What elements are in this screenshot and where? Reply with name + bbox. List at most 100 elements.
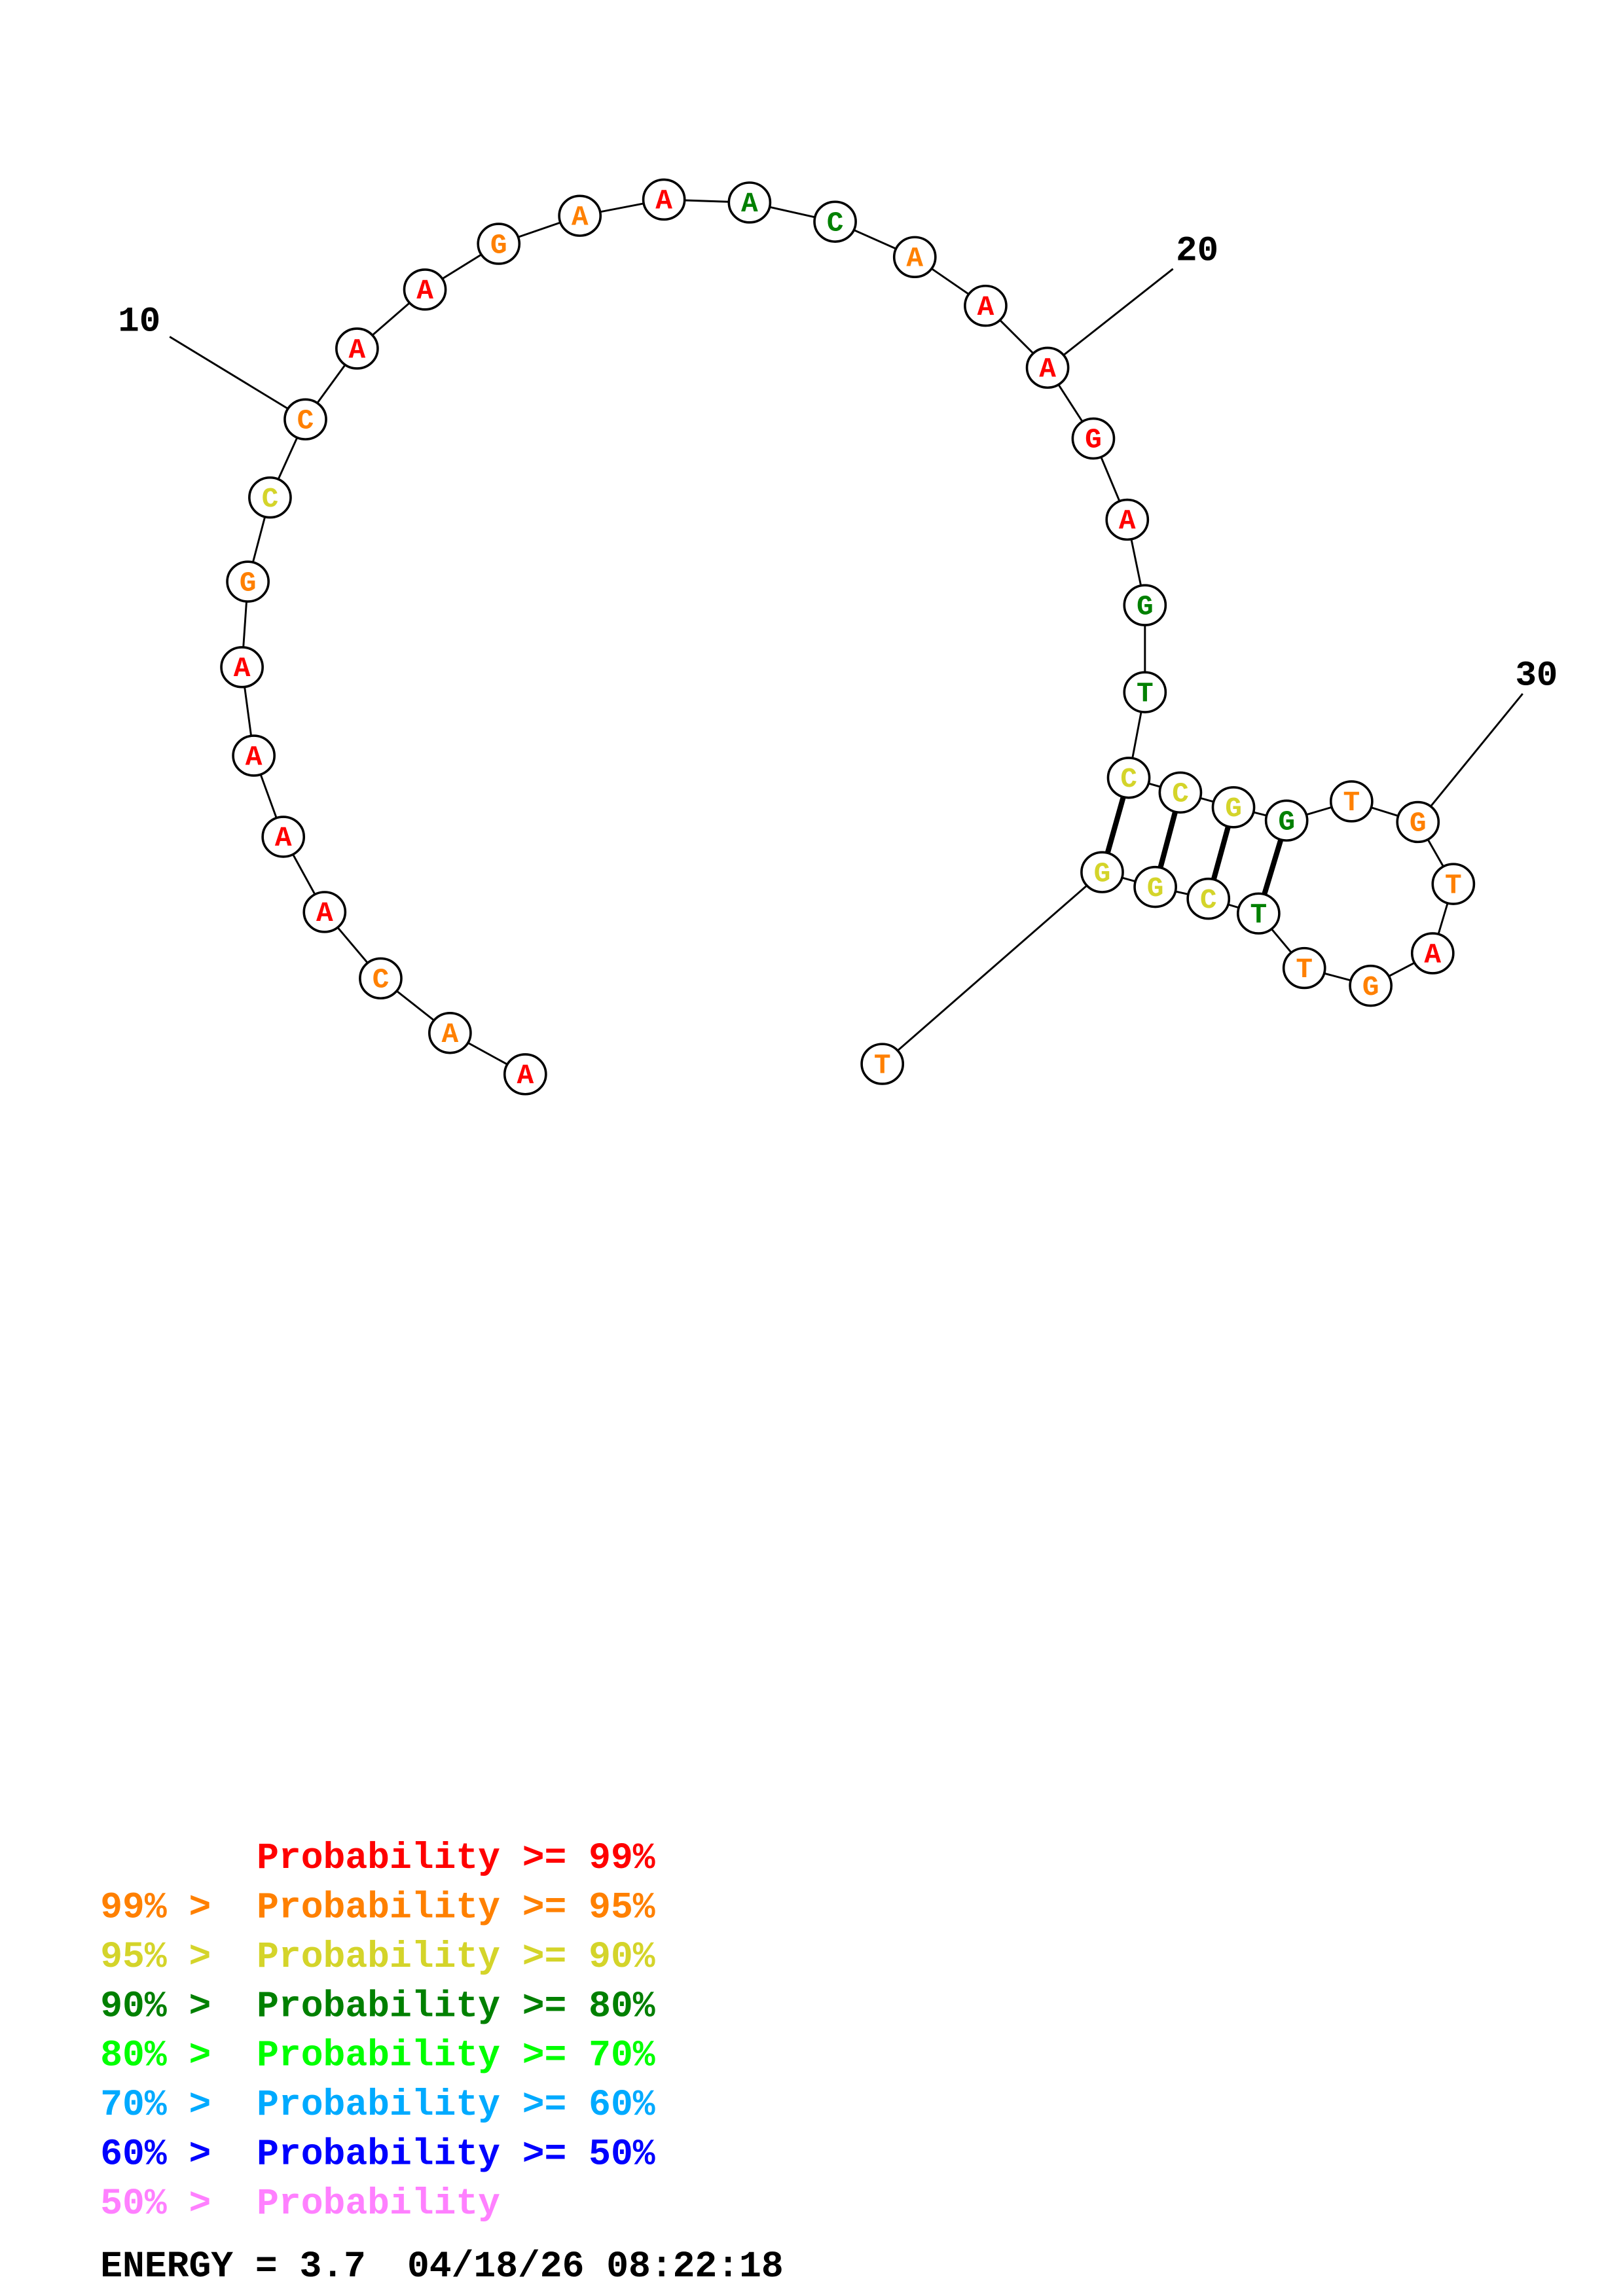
nucleotide-letter: C xyxy=(262,483,279,515)
nucleotide: A xyxy=(503,1053,547,1096)
nucleotide-letter: A xyxy=(572,201,589,233)
position-label: 30 xyxy=(1515,656,1558,696)
position-labels: 10 20 30 xyxy=(118,231,1558,823)
nucleotide-letter: G xyxy=(240,567,257,599)
nucleotide: G xyxy=(1133,865,1177,908)
legend-entry: 99% > Probability >= 95% xyxy=(100,1886,655,1928)
nucleotide: A xyxy=(232,734,276,777)
nucleotide-circle xyxy=(261,816,306,858)
nucleotide: G xyxy=(1080,851,1124,893)
nucleotide: A xyxy=(403,268,447,311)
nucleotide-circle xyxy=(1133,865,1177,908)
nucleotide: A xyxy=(1105,498,1150,541)
legend-prefix: 99% > xyxy=(100,1886,233,1928)
legend-entry: 50% > Probability xyxy=(100,2183,500,2225)
nucleotide-letter: A xyxy=(1119,505,1136,537)
nucleotide: C xyxy=(1106,757,1151,799)
timestamp: 04/18/26 08:22:18 xyxy=(407,2246,784,2287)
legend-text: Probability >= 60% xyxy=(257,2084,655,2126)
nucleotide: A xyxy=(428,1011,472,1054)
nucleotide-letter: T xyxy=(874,1049,891,1081)
nucleotide-letter: T xyxy=(1137,677,1154,709)
nucleotide-circle xyxy=(860,1043,905,1085)
nucleotide-letter: G xyxy=(1362,971,1379,1003)
nucleotide: T xyxy=(860,1043,905,1085)
nucleotide: C xyxy=(1158,771,1203,814)
nucleotide-letter: C xyxy=(1200,884,1217,916)
nucleotide-letter: G xyxy=(1410,808,1427,840)
backbone xyxy=(241,198,1455,1075)
nucleotide-circle xyxy=(1236,892,1281,935)
nucleotide: G xyxy=(1211,786,1256,829)
nucleotide-circle xyxy=(1105,498,1150,541)
nucleotide-letter: G xyxy=(1225,793,1242,825)
nucleotide-letter: C xyxy=(1120,763,1137,795)
legend-entry: 80% > Probability >= 70% xyxy=(100,2035,655,2077)
nucleotide: A xyxy=(964,284,1008,327)
legend-entry: Probability >= 99% xyxy=(257,1837,655,1879)
nucleotide-circle xyxy=(727,181,772,224)
nucleotide-letter: A xyxy=(234,653,251,685)
nucleotide-letter: A xyxy=(741,188,758,220)
nucleotide: A xyxy=(892,236,937,279)
nucleotide-circle xyxy=(1329,780,1374,823)
position-tick xyxy=(1417,692,1523,823)
nucleotide: T xyxy=(1431,863,1476,905)
legend-entry: 90% > Probability >= 80% xyxy=(100,1985,655,2027)
nucleotide-letter: G xyxy=(1137,590,1154,622)
nucleotide-circle xyxy=(1264,799,1309,842)
nucleotide-circle xyxy=(1106,757,1151,799)
legend-prefix: 50% > xyxy=(100,2183,233,2225)
nucleotide-letter: A xyxy=(906,243,923,275)
position-tick xyxy=(169,336,306,420)
nucleotide: C xyxy=(359,957,403,1000)
nucleotide-letter: A xyxy=(442,1018,459,1050)
nucleotide-letter: G xyxy=(1278,806,1295,838)
nucleotide-letter: A xyxy=(416,275,433,307)
nucleotide-circle xyxy=(1211,786,1256,829)
nucleotide: A xyxy=(727,181,772,224)
nucleotide: G xyxy=(226,560,270,603)
position-label: 10 xyxy=(118,302,160,342)
legend-entry: 70% > Probability >= 60% xyxy=(100,2084,655,2126)
nucleotide: A xyxy=(220,646,264,689)
nucleotide-letter: G xyxy=(1085,424,1102,456)
nucleotide-circle xyxy=(403,268,447,311)
nucleotide: A xyxy=(261,816,306,858)
nucleotide: C xyxy=(813,200,857,243)
nucleotide-circle xyxy=(558,194,602,237)
legend-text: Probability >= 50% xyxy=(257,2134,655,2176)
nucleotide: A xyxy=(1025,346,1070,389)
legend-prefix: 80% > xyxy=(100,2035,233,2077)
probability-legend: Probability >= 99% 99% > Probability >= 9… xyxy=(100,1837,655,2225)
nucleotide-letter: C xyxy=(297,404,314,437)
nucleotide-letter: T xyxy=(1445,869,1462,901)
nucleotide-letter: C xyxy=(373,964,390,996)
nucleotide: C xyxy=(1186,877,1231,920)
nucleotide-circle xyxy=(1123,671,1167,713)
legend-text: Probability >= 95% xyxy=(257,1886,655,1928)
energy-footer: ENERGY = 3.7 04/18/26 08:22:18 xyxy=(100,2246,783,2287)
nucleotide-circle xyxy=(503,1053,547,1096)
legend-prefix: 60% > xyxy=(100,2134,233,2176)
nucleotide: T xyxy=(1329,780,1374,823)
nucleotide-circle xyxy=(428,1011,472,1054)
nucleotide-circle xyxy=(1071,417,1116,460)
nucleotide-letter: A xyxy=(977,291,994,323)
legend-text: Probability >= 99% xyxy=(257,1837,655,1879)
legend-entry: 60% > Probability >= 50% xyxy=(100,2134,655,2176)
nucleotide-letter: A xyxy=(275,822,292,854)
nucleotide-letter: T xyxy=(1250,899,1267,931)
nucleotide-letter: A xyxy=(246,741,263,773)
nucleotide-letter: C xyxy=(1172,778,1189,810)
nucleotide-letter: A xyxy=(1424,939,1441,971)
nucleotide-circle xyxy=(1410,932,1455,975)
legend-entry: 95% > Probability >= 90% xyxy=(100,1936,655,1978)
nucleotide: T xyxy=(1282,946,1326,990)
nucleotide-circle xyxy=(248,476,292,519)
nucleotide-circle xyxy=(477,223,521,265)
nucleotide-circle xyxy=(232,734,276,777)
nucleotide-circle xyxy=(1431,863,1476,905)
